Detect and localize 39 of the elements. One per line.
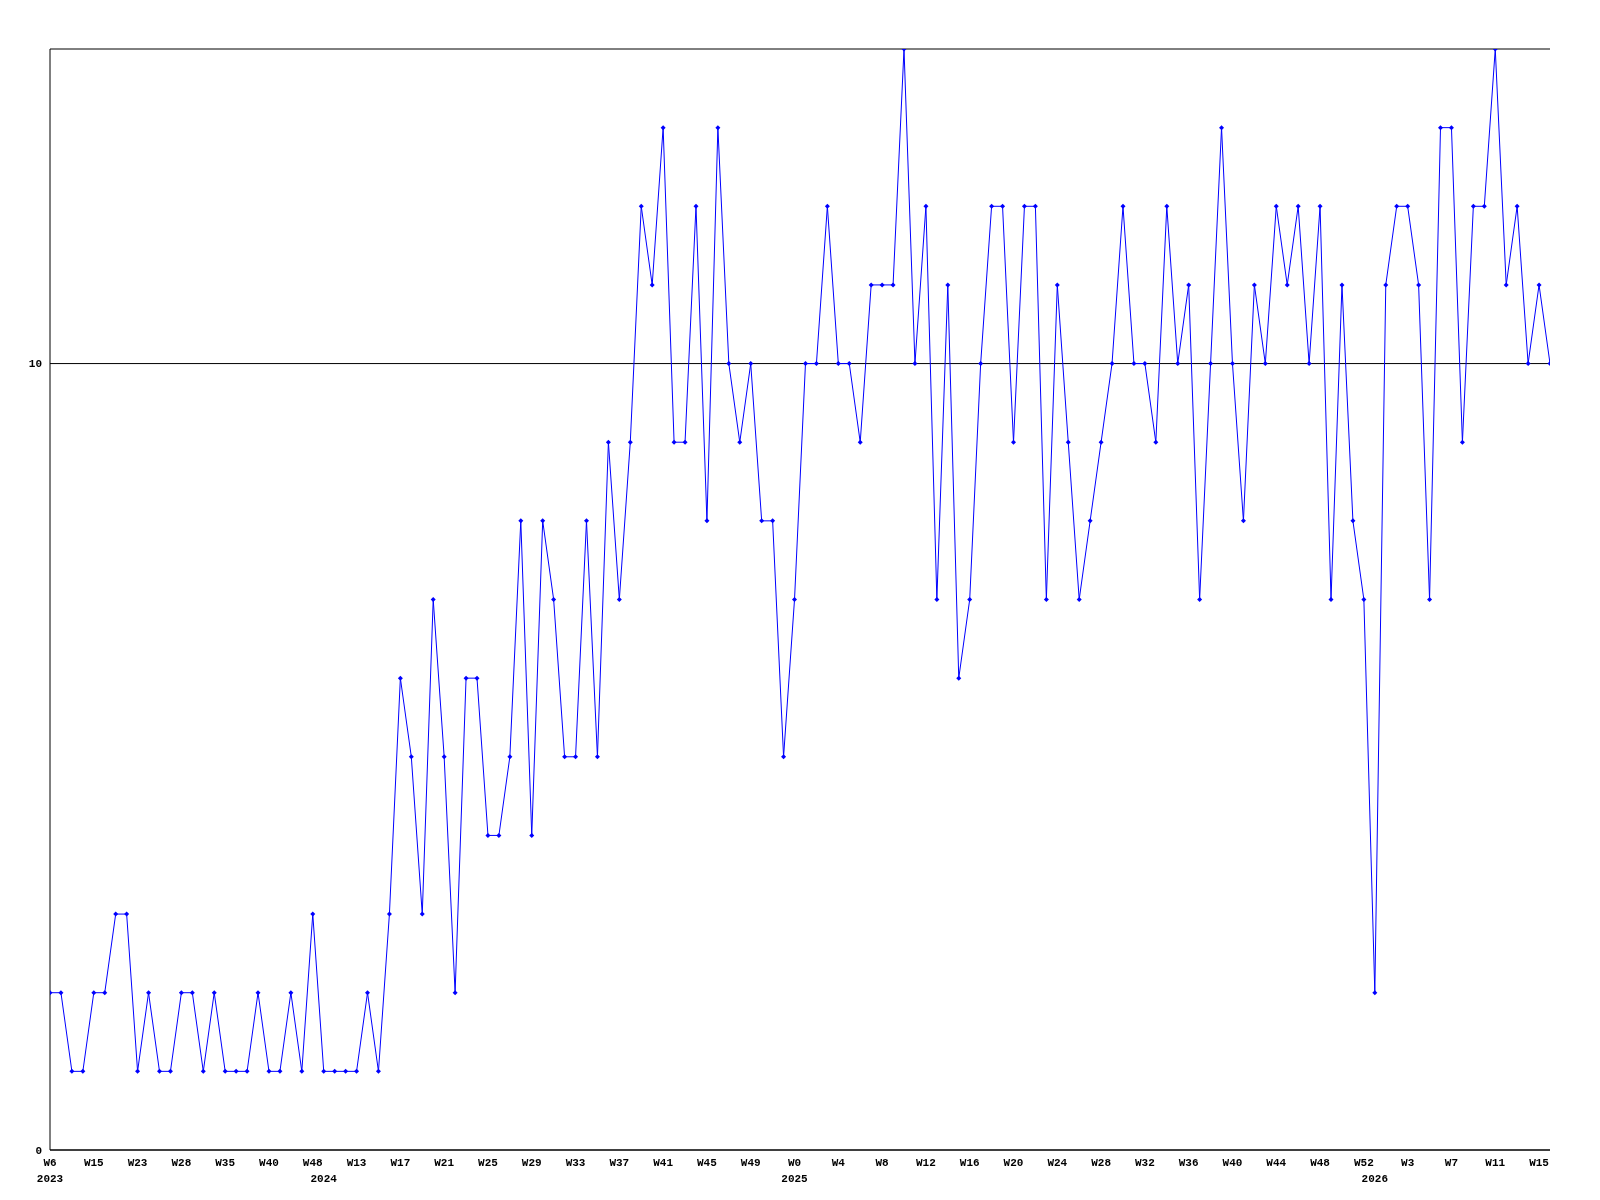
x-tick-label: W24 bbox=[1047, 1157, 1068, 1169]
x-tick-label: W4 bbox=[831, 1157, 846, 1169]
x-tick-label: W17 bbox=[390, 1157, 411, 1169]
y-tick-label: 0 bbox=[35, 1144, 42, 1157]
x-tick-label: W48 bbox=[302, 1157, 324, 1169]
y-tick-label: 10 bbox=[28, 358, 42, 371]
x-tick-label: W8 bbox=[875, 1157, 890, 1169]
x-tick-label: W15 bbox=[1529, 1157, 1550, 1169]
x-tick-label: W44 bbox=[1266, 1157, 1287, 1169]
x-tick-label: W32 bbox=[1134, 1157, 1155, 1169]
x-tick-label: W0 2025 bbox=[781, 1157, 809, 1185]
x-tick-label: W21 bbox=[434, 1157, 455, 1169]
x-tick-label: W6 2023 bbox=[36, 1157, 64, 1185]
x-tick-label: W7 bbox=[1444, 1157, 1459, 1169]
x-tick-label: W20 bbox=[1003, 1157, 1024, 1169]
x-tick-label: W41 bbox=[653, 1157, 674, 1169]
x-tick-label: W11 bbox=[1485, 1157, 1506, 1169]
x-tick-label: W12 bbox=[916, 1157, 936, 1169]
x-tick-label: W45 bbox=[697, 1157, 718, 1169]
x-tick-label: W35 bbox=[215, 1157, 236, 1169]
x-tick-label: W40 bbox=[1222, 1157, 1243, 1169]
x-tick-label: W52 bbox=[1353, 1157, 1374, 1169]
x-tick-label: W15 bbox=[83, 1157, 105, 1169]
x-tick-label: W36 bbox=[1178, 1157, 1199, 1169]
x-tick-label: W16 bbox=[959, 1157, 980, 1169]
x-tick-label: W25 bbox=[478, 1157, 499, 1169]
x-tick-label: W37 bbox=[609, 1157, 630, 1169]
x-tick-label: W3 bbox=[1401, 1157, 1415, 1169]
x-tick-label: W28 bbox=[171, 1157, 192, 1169]
x-tick-label: W23 bbox=[127, 1157, 148, 1169]
x-tick-label: W28 bbox=[1091, 1157, 1112, 1169]
x-tick-label: W48 bbox=[1310, 1157, 1331, 1169]
x-tick-label: W40 bbox=[259, 1157, 279, 1169]
x-tick-label: W49 bbox=[740, 1157, 761, 1169]
x-tick-label: W29 bbox=[521, 1157, 542, 1169]
x-tick-label: W33 bbox=[565, 1157, 586, 1169]
x-tick-label: 2024 bbox=[310, 1173, 338, 1185]
x-tick-label: W13 bbox=[346, 1157, 367, 1169]
x-tick-label: 2026 bbox=[1361, 1173, 1389, 1185]
